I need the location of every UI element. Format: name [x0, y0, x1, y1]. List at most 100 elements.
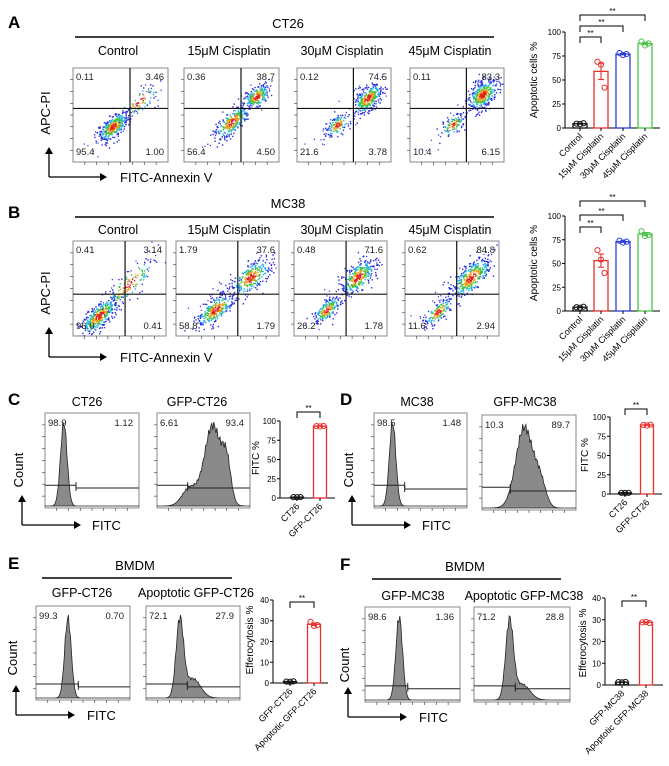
event-dot	[363, 273, 365, 275]
event-dot	[331, 306, 333, 308]
event-dot	[219, 132, 221, 134]
event-dot	[116, 307, 118, 309]
event-dot	[427, 323, 429, 325]
event-dot	[357, 99, 359, 101]
event-dot	[140, 85, 142, 87]
event-dot	[431, 323, 433, 325]
event-dot	[457, 282, 460, 285]
event-dot	[148, 91, 150, 93]
event-dot	[243, 102, 246, 104]
event-dot	[147, 270, 150, 272]
event-dot	[216, 310, 218, 312]
event-dot	[258, 101, 260, 104]
event-dot	[373, 91, 375, 93]
event-dot	[360, 269, 362, 271]
event-dot	[433, 301, 436, 304]
event-dot	[478, 87, 481, 89]
event-dot	[477, 276, 479, 279]
event-dot	[325, 316, 327, 319]
event-dot	[100, 131, 102, 133]
event-dot	[366, 104, 368, 106]
event-dot	[355, 268, 357, 271]
event-dot	[498, 77, 500, 79]
event-dot	[225, 304, 228, 306]
event-dot	[248, 105, 250, 107]
event-dot	[483, 88, 485, 90]
event-dot	[247, 279, 249, 281]
event-dot	[236, 119, 239, 121]
event-dot	[143, 87, 145, 89]
event-dot	[369, 277, 372, 279]
event-dot	[257, 282, 259, 284]
event-dot	[254, 97, 256, 100]
event-dot	[147, 259, 149, 261]
event-dot	[230, 119, 233, 122]
event-dot	[110, 303, 112, 306]
event-dot	[253, 100, 255, 102]
event-dot	[483, 260, 485, 262]
event-dot	[359, 117, 361, 120]
event-dot	[484, 106, 486, 109]
event-dot	[226, 123, 228, 125]
event-dot	[249, 289, 251, 292]
event-dot	[458, 120, 460, 122]
event-dot	[118, 308, 121, 310]
event-dot	[332, 301, 335, 303]
event-dot	[376, 87, 378, 89]
event-dot	[243, 282, 246, 284]
event-dot	[231, 118, 233, 121]
event-dot	[492, 79, 494, 82]
event-dot	[364, 269, 367, 271]
event-dot	[242, 303, 244, 305]
event-dot	[367, 251, 370, 253]
event-dot	[240, 279, 243, 281]
event-dot	[467, 99, 470, 101]
event-dot	[474, 94, 476, 96]
event-dot	[252, 98, 254, 100]
x-axis-label: FITC	[419, 710, 448, 725]
event-dot	[82, 332, 84, 335]
event-dot	[374, 91, 377, 94]
event-dot	[264, 81, 267, 83]
event-dot	[107, 137, 109, 139]
event-dot	[119, 124, 121, 126]
event-dot	[340, 122, 342, 124]
event-dot	[110, 305, 112, 307]
event-dot	[262, 93, 265, 95]
event-dot	[116, 116, 119, 118]
event-dot	[471, 289, 473, 291]
event-dot	[221, 307, 224, 309]
bar	[615, 240, 631, 312]
event-dot	[84, 329, 87, 331]
event-dot	[220, 304, 222, 306]
event-dot	[316, 319, 319, 321]
event-dot	[463, 283, 465, 285]
event-dot	[468, 285, 470, 287]
event-dot	[86, 316, 88, 318]
event-dot	[262, 270, 264, 273]
event-dot	[141, 98, 143, 100]
event-dot	[491, 92, 493, 94]
event-dot	[343, 119, 345, 122]
event-dot	[231, 282, 233, 285]
event-dot	[436, 306, 439, 308]
event-dot	[445, 304, 447, 306]
event-dot	[256, 281, 259, 283]
event-dot	[97, 319, 99, 322]
event-dot	[98, 309, 101, 312]
event-dot	[239, 276, 241, 279]
event-dot	[365, 276, 367, 279]
event-dot	[359, 277, 362, 279]
event-dot	[478, 268, 480, 271]
event-dot	[252, 97, 255, 99]
event-dot	[352, 291, 354, 293]
event-dot	[326, 300, 329, 302]
event-dot	[257, 260, 259, 262]
event-dot	[487, 95, 489, 98]
event-dot	[325, 123, 328, 125]
event-dot	[236, 113, 239, 115]
event-dot	[367, 103, 369, 106]
event-dot	[224, 308, 227, 310]
